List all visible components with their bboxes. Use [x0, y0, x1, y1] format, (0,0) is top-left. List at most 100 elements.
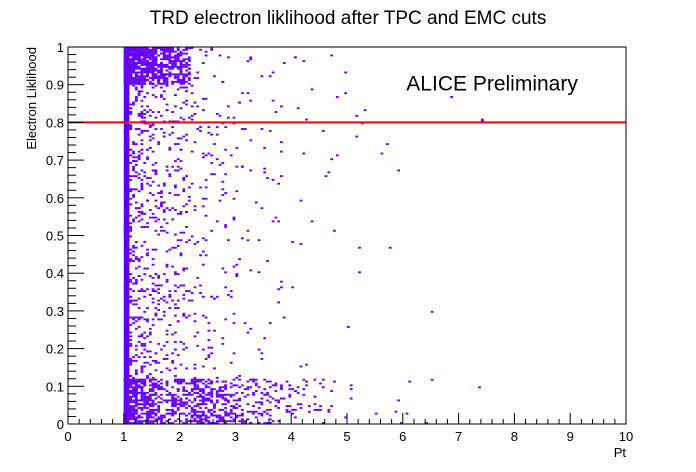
heatmap-cell [134, 175, 138, 178]
heatmap-cell [232, 418, 236, 421]
heatmap-cell [201, 418, 205, 421]
heatmap-cell [129, 190, 133, 193]
heatmap-cell [165, 412, 169, 415]
heatmap-cell [146, 73, 149, 76]
heatmap-cell [151, 282, 155, 285]
heatmap-cell [140, 344, 144, 347]
heatmap-cell [137, 380, 141, 383]
heatmap-cell [123, 361, 127, 364]
heatmap-cell [126, 201, 130, 204]
heatmap-cell [123, 77, 127, 80]
heatmap-cell [182, 73, 186, 76]
heatmap-cell [151, 133, 155, 136]
heatmap-cell [160, 62, 163, 64]
heatmap-cell [174, 341, 177, 343]
heatmap-cell [210, 412, 214, 415]
heatmap-cell [123, 54, 127, 57]
heatmap-cell [126, 373, 130, 375]
heatmap-cell [201, 395, 205, 398]
heatmap-cell [140, 111, 144, 113]
heatmap-cell [154, 414, 158, 417]
heatmap-cell [140, 203, 144, 206]
heatmap-cell [213, 297, 216, 300]
heatmap-cell [134, 163, 138, 166]
heatmap-cell [291, 408, 294, 411]
heatmap-cell [151, 82, 155, 85]
heatmap-cell [204, 384, 208, 387]
heatmap-cell [229, 386, 233, 389]
heatmap-cell [246, 92, 250, 95]
heatmap-cell [154, 418, 158, 421]
heatmap-cell [146, 412, 149, 415]
heatmap-cell [151, 388, 155, 391]
heatmap-cell [165, 265, 169, 268]
heatmap-cell [137, 407, 141, 409]
heatmap-cell [165, 420, 169, 423]
heatmap-cell [154, 171, 158, 174]
heatmap-cell [126, 231, 130, 234]
heatmap-cell [146, 148, 149, 151]
heatmap-cell [182, 75, 186, 78]
heatmap-cell [201, 156, 205, 159]
heatmap-cell [344, 92, 347, 95]
heatmap-cell [196, 128, 200, 130]
heatmap-cell [137, 150, 141, 153]
heatmap-cell [134, 258, 138, 261]
heatmap-cell [162, 184, 166, 187]
heatmap-cell [160, 71, 163, 74]
heatmap-cell [123, 297, 127, 300]
heatmap-cell [185, 90, 188, 93]
heatmap-cell [171, 65, 175, 68]
heatmap-cell [160, 96, 163, 98]
heatmap-cell [126, 418, 130, 421]
heatmap-cell [257, 239, 261, 242]
heatmap-cell [288, 393, 292, 396]
heatmap-cell [201, 365, 205, 368]
heatmap-cell [157, 192, 161, 195]
heatmap-cell [143, 96, 147, 98]
heatmap-cell [235, 165, 239, 168]
heatmap-cell [408, 380, 412, 383]
heatmap-cell [143, 241, 147, 244]
heatmap-cell [162, 97, 166, 100]
heatmap-cell [123, 224, 127, 227]
heatmap-cell [179, 254, 183, 257]
heatmap-cell [187, 79, 191, 81]
heatmap-cell [165, 56, 169, 59]
heatmap-cell [232, 216, 236, 219]
heatmap-cell [146, 75, 149, 78]
heatmap-cell [157, 418, 161, 421]
heatmap-cell [129, 391, 133, 394]
heatmap-cell [185, 75, 188, 78]
heatmap-cell [268, 408, 272, 411]
heatmap-cell [140, 422, 144, 424]
heatmap-cell [296, 403, 300, 406]
heatmap-cell [204, 380, 208, 383]
heatmap-cell [266, 412, 269, 415]
heatmap-cell [129, 273, 133, 276]
heatmap-cell [268, 380, 272, 383]
heatmap-cell [176, 80, 180, 83]
heatmap-cell [168, 293, 172, 296]
heatmap-cell [215, 376, 219, 379]
heatmap-cell [160, 201, 163, 204]
heatmap-cell [129, 103, 133, 106]
heatmap-cell [140, 99, 144, 102]
heatmap-cell [182, 267, 186, 270]
heatmap-cell [151, 75, 155, 78]
heatmap-cell [182, 269, 186, 272]
heatmap-cell [134, 47, 138, 49]
heatmap-cell [129, 390, 133, 392]
heatmap-cell [227, 105, 230, 108]
heatmap-cell [224, 286, 228, 289]
heatmap-cell [146, 156, 149, 159]
heatmap-cell [266, 391, 269, 394]
heatmap-cell [123, 145, 127, 147]
heatmap-cell [213, 329, 216, 332]
heatmap-cell [151, 399, 155, 402]
heatmap-cell [187, 199, 191, 202]
heatmap-cell [196, 403, 200, 406]
heatmap-cell [478, 386, 481, 389]
heatmap-cell [126, 175, 130, 178]
heatmap-cell [129, 65, 133, 68]
